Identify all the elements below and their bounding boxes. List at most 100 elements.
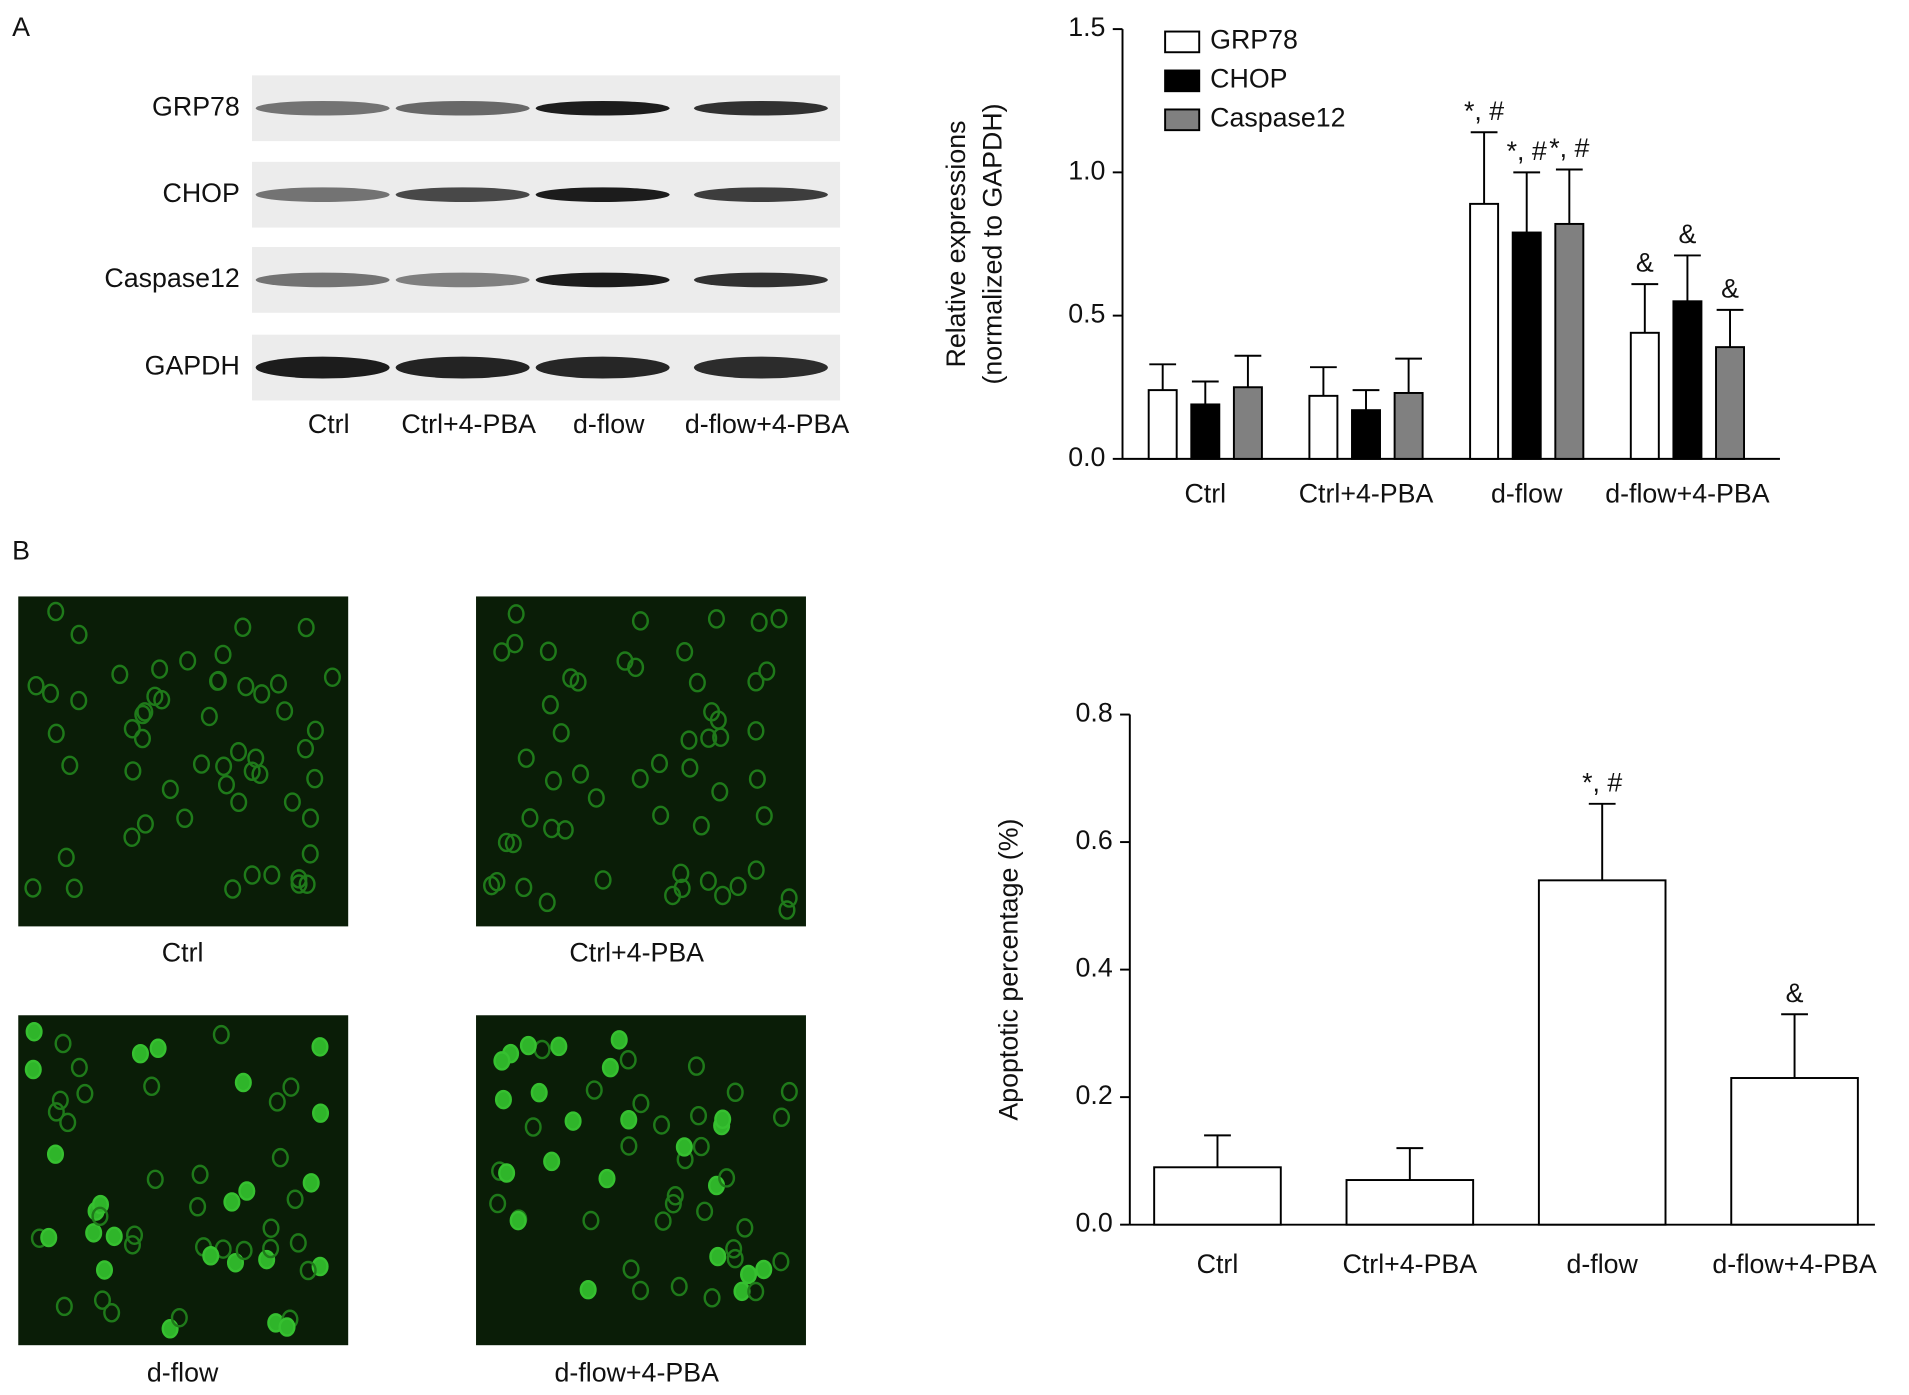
cell: [125, 1225, 144, 1245]
cell: [27, 675, 45, 696]
cell: [262, 1238, 280, 1259]
cell: [289, 1233, 307, 1253]
blot-row-label: GAPDH: [145, 351, 240, 381]
cell: [59, 1112, 77, 1133]
cell: [619, 1050, 637, 1070]
cell: [189, 1197, 207, 1217]
cell: [696, 1201, 714, 1222]
cell: [755, 1259, 773, 1280]
micrograph-caption: d-flow+4-PBA: [555, 1357, 720, 1387]
cell: [550, 1036, 568, 1057]
cell: [214, 644, 232, 665]
cell: [24, 878, 42, 898]
cell: [200, 706, 218, 727]
micrograph-caption: Ctrl+4-PBA: [569, 937, 704, 967]
cell: [632, 1280, 650, 1301]
cell: [652, 805, 670, 826]
cell: [709, 710, 727, 730]
y-tick-label: 0.6: [1076, 825, 1113, 855]
cell: [569, 672, 587, 692]
y-axis-label: Apoptotic percentage (%): [994, 819, 1024, 1121]
cell: [544, 771, 562, 791]
blot-band: [395, 100, 530, 116]
cell: [718, 1168, 736, 1188]
cell: [247, 748, 265, 768]
cell: [755, 806, 773, 826]
cell: [297, 617, 315, 638]
cell: [509, 1210, 527, 1231]
cell: [494, 1089, 512, 1110]
cell: [209, 670, 227, 691]
cell: [770, 608, 788, 629]
cell: [237, 676, 255, 697]
cell: [675, 1137, 693, 1157]
cell: [571, 764, 590, 784]
cell: [311, 1037, 329, 1057]
cell: [133, 728, 151, 749]
cell: [672, 863, 690, 884]
cell: [631, 768, 649, 789]
significance-mark: *, #: [1507, 136, 1547, 166]
cell: [131, 1043, 149, 1064]
significance-mark: &: [1786, 978, 1804, 1008]
cell: [55, 1296, 73, 1317]
cell: [680, 730, 698, 750]
cell: [298, 874, 316, 894]
cell: [620, 1136, 638, 1156]
cell: [234, 617, 252, 638]
significance-mark: *, #: [1464, 96, 1504, 126]
bar: [1190, 403, 1221, 460]
cell: [758, 661, 776, 681]
cell: [739, 1264, 758, 1285]
panel-label: A: [12, 12, 30, 42]
x-tick-label: Ctrl: [1197, 1249, 1239, 1279]
cell: [687, 1056, 705, 1076]
blot-band: [255, 272, 390, 288]
cell: [143, 1076, 161, 1096]
cell: [780, 1081, 798, 1102]
significance-mark: *, #: [1582, 767, 1622, 797]
cell: [25, 1021, 43, 1042]
cell: [711, 782, 729, 802]
cell: [323, 667, 341, 687]
cell: [620, 1110, 638, 1130]
cell: [151, 659, 169, 679]
blot-band: [693, 356, 828, 379]
cell: [707, 609, 725, 629]
micrograph-caption: Ctrl: [162, 937, 204, 967]
blot-row-label: CHOP: [162, 178, 239, 208]
cell: [301, 808, 320, 828]
bar: [1308, 394, 1339, 460]
cell: [631, 611, 649, 631]
blot-band: [693, 100, 828, 116]
cell: [579, 1279, 597, 1300]
cell: [666, 1186, 684, 1206]
x-tick-label: Ctrl+4-PBA: [1299, 478, 1434, 508]
cell: [299, 1260, 317, 1281]
cell: [235, 1240, 253, 1261]
cell: [598, 1168, 616, 1189]
cell: [146, 686, 164, 707]
cell: [234, 1072, 252, 1093]
cell: [278, 1317, 296, 1337]
cell: [230, 792, 248, 813]
cell: [192, 754, 210, 774]
cell: [40, 1227, 58, 1248]
y-tick-label: 0.4: [1076, 953, 1113, 983]
cell: [714, 885, 732, 906]
cell: [610, 1030, 628, 1050]
bar: [1629, 331, 1660, 460]
cell: [664, 885, 682, 906]
cell: [224, 879, 242, 899]
cell: [271, 1147, 289, 1168]
cell: [543, 1151, 561, 1172]
cell: [76, 1083, 94, 1104]
cell: [653, 1115, 671, 1135]
cell: [524, 1117, 542, 1137]
micrograph: [476, 1015, 806, 1346]
cell: [676, 642, 694, 662]
cell: [134, 704, 152, 725]
cell: [585, 1080, 603, 1100]
cell: [587, 788, 605, 808]
